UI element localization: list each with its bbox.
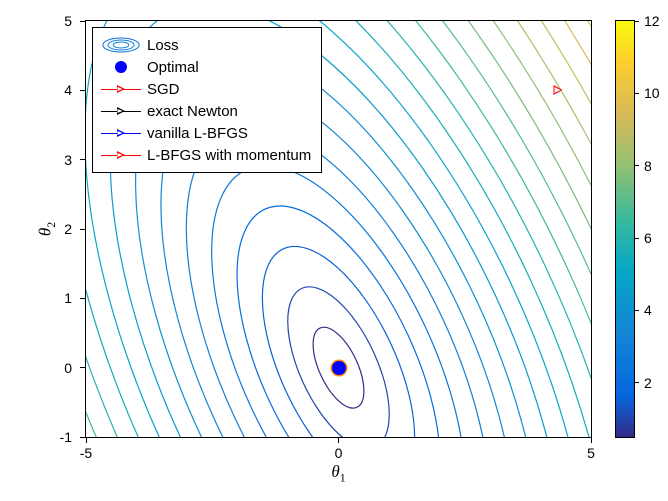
- legend: Loss Optimal SGD exact Newton vanilla L-BFGS…: [92, 27, 322, 173]
- y-tick-label: 0: [64, 360, 72, 376]
- colorbar-tick-label: 8: [644, 158, 652, 174]
- y-tick-label: 1: [64, 290, 72, 306]
- legend-item: L-BFGS with momentum: [99, 144, 311, 166]
- legend-item: exact Newton: [99, 100, 311, 122]
- y-tick-label: 4: [64, 82, 72, 98]
- x-tick-label: 0: [335, 445, 343, 461]
- legend-item: vanilla L-BFGS: [99, 122, 311, 144]
- y-axis-label: θ2: [35, 222, 58, 236]
- y-tick-label: 3: [64, 152, 72, 168]
- y-tick-label: 5: [64, 13, 72, 29]
- legend-item: Loss: [99, 34, 311, 56]
- legend-label: SGD: [147, 81, 180, 98]
- colorbar-tick-label: 4: [644, 302, 652, 318]
- legend-label: exact Newton: [147, 103, 238, 120]
- colorbar: 24681012: [615, 20, 635, 438]
- y-tick-label: 2: [64, 221, 72, 237]
- legend-label: Optimal: [147, 59, 199, 76]
- legend-item: Optimal: [99, 56, 311, 78]
- legend-label: L-BFGS with momentum: [147, 147, 311, 164]
- figure-root: Loss Optimal SGD exact Newton vanilla L-BFGS…: [0, 0, 668, 501]
- plot-area: Loss Optimal SGD exact Newton vanilla L-BFGS…: [85, 20, 592, 438]
- legend-item: SGD: [99, 78, 311, 100]
- colorbar-tick-label: 10: [644, 85, 660, 101]
- optimal-point: [332, 361, 346, 375]
- x-tick-label: 5: [587, 445, 595, 461]
- sgd-point: [554, 85, 563, 95]
- y-tick-label: -1: [60, 429, 72, 445]
- x-axis-label: θ1: [331, 462, 345, 485]
- colorbar-tick-label: 6: [644, 230, 652, 246]
- legend-label: Loss: [147, 37, 179, 54]
- colorbar-tick-label: 2: [644, 375, 652, 391]
- x-tick-label: -5: [80, 445, 92, 461]
- colorbar-tick-label: 12: [644, 13, 660, 29]
- legend-label: vanilla L-BFGS: [147, 125, 248, 142]
